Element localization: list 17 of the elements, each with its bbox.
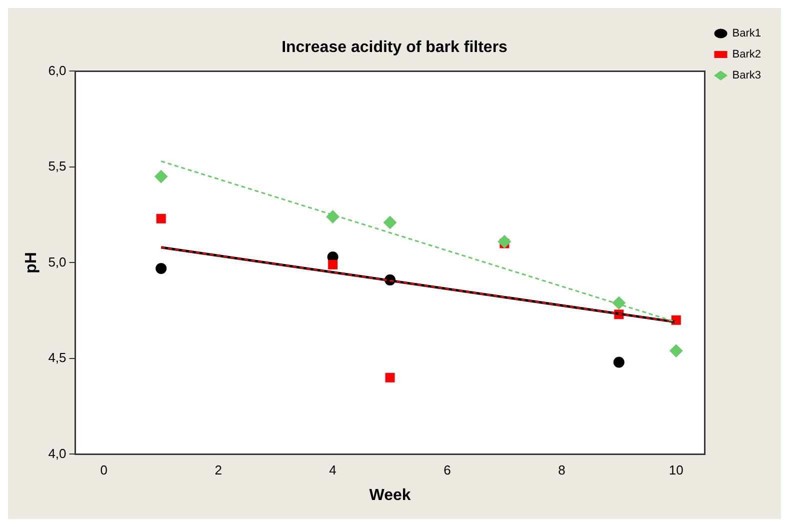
chart-title: Increase acidity of bark filters <box>282 39 508 56</box>
y-tick-label: 5,5 <box>48 158 66 174</box>
y-tick-label: 4,0 <box>48 446 66 461</box>
x-tick-label: 0 <box>100 462 108 478</box>
x-axis-title: Week <box>369 486 411 504</box>
legend-label: Bark1 <box>732 28 762 40</box>
x-tick-label: 8 <box>558 462 566 478</box>
x-tick-label: 10 <box>668 462 684 478</box>
y-tick-label: 5,0 <box>48 254 66 270</box>
y-axis-title: pH <box>23 252 40 274</box>
x-tick-label: 4 <box>329 462 336 478</box>
legend-label: Bark2 <box>732 48 762 61</box>
y-tick-label: 6,0 <box>48 62 66 78</box>
x-tick-label: 2 <box>214 462 222 478</box>
y-tick-label: 4,5 <box>48 350 66 366</box>
legend-label: Bark3 <box>732 70 762 82</box>
x-tick-label: 6 <box>444 462 451 478</box>
